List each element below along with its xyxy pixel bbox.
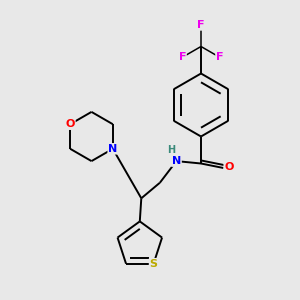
Text: O: O — [65, 119, 75, 129]
Text: N: N — [108, 144, 117, 154]
Text: O: O — [224, 162, 234, 172]
Text: F: F — [178, 52, 186, 62]
Text: H: H — [167, 145, 175, 155]
Text: F: F — [197, 20, 205, 30]
Text: N: N — [172, 156, 181, 166]
Text: F: F — [216, 52, 224, 62]
Text: S: S — [150, 259, 158, 269]
